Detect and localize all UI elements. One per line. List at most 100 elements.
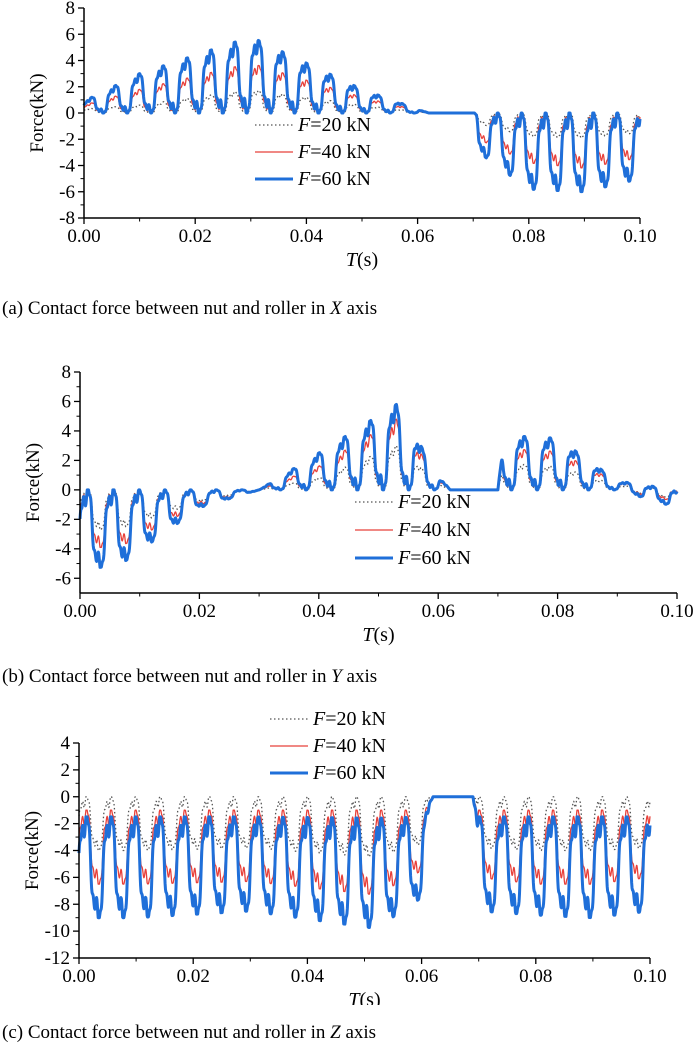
x-axis-label: T(s) xyxy=(348,989,380,1005)
y-tick-label: 4 xyxy=(62,421,72,442)
y-tick-label: 2 xyxy=(66,77,76,98)
caption-b-axis: Y xyxy=(331,666,342,687)
x-axis-label-unit: (s) xyxy=(357,249,378,271)
x-tick-label: 0.02 xyxy=(183,601,216,622)
chart-panel-a: 0.00 0.02 0.04 0.06 0.08 0.10 -8 -6 -4 -2 0 2 4 6 8 For… xyxy=(27,0,657,271)
caption-a-suffix: axis xyxy=(341,298,378,319)
x-axis-label-unit: (s) xyxy=(374,624,395,646)
y-tick-label: 2 xyxy=(62,450,72,471)
x-axis-label-var: T xyxy=(348,989,361,1005)
y-tick-label: -4 xyxy=(55,539,71,560)
y-tick-label: 0 xyxy=(66,103,76,124)
caption-c-prefix: (c) Contact force between nut and roller… xyxy=(2,1022,331,1043)
y-tick-label: 4 xyxy=(61,733,71,754)
series-line-1 xyxy=(78,796,651,858)
y-tick-label: 8 xyxy=(66,0,76,19)
legend-label-rest: =60 kN xyxy=(410,547,471,569)
caption-a-prefix: (a) Contact force between nut and roller… xyxy=(2,298,331,319)
x-axis-label-var: T xyxy=(346,249,359,271)
legend-label-3: F=60 kN xyxy=(397,547,471,569)
x-axis-label-var: T xyxy=(362,624,375,646)
x-tick-label: 0.06 xyxy=(422,601,455,622)
x-tick-label: 0.06 xyxy=(401,226,434,247)
legend-label-var: F xyxy=(312,710,326,730)
caption-a-axis: X xyxy=(330,298,342,319)
y-tick-label: -6 xyxy=(55,568,71,589)
y-tick-label: 8 xyxy=(62,362,72,383)
y-axis-label: Force(kN) xyxy=(23,443,44,522)
x-tick-label: 0.10 xyxy=(623,226,656,247)
series-line-2 xyxy=(78,796,651,895)
y-tick-label: -2 xyxy=(55,509,71,530)
legend-label-var: F xyxy=(397,519,411,541)
legend-label-rest: =20 kN xyxy=(310,114,371,136)
legend-label-rest: =60 kN xyxy=(325,762,386,784)
legend-label-var: F xyxy=(397,491,411,513)
legend-label-rest: =60 kN xyxy=(310,168,371,190)
y-tick-label: -12 xyxy=(45,948,70,969)
x-tick-label: 0.00 xyxy=(67,226,100,247)
legend-label-1: F=20 kN xyxy=(397,491,471,513)
x-tick-label: 0.04 xyxy=(302,601,336,622)
x-tick-label: 0.06 xyxy=(405,966,438,987)
x-tick-label: 0.02 xyxy=(177,966,210,987)
chart-panel-b: 0.00 0.02 0.04 0.06 0.08 0.10 -6 -4 -2 0 2 4 6 8 Force… xyxy=(23,362,694,646)
y-tick-label: 2 xyxy=(61,760,71,781)
caption-c-axis: Z xyxy=(330,1022,341,1043)
x-tick-label: 0.02 xyxy=(179,226,212,247)
x-tick-label: 0.00 xyxy=(63,601,96,622)
x-tick-label: 0.08 xyxy=(519,966,552,987)
caption-b-prefix: (b) Contact force between nut and roller… xyxy=(2,666,332,687)
x-tick-label: 0.04 xyxy=(291,966,325,987)
x-tick-label: 0.10 xyxy=(633,966,666,987)
y-axis-label: Force(kN) xyxy=(22,811,43,890)
legend-label-1: F=20 kN xyxy=(312,710,386,730)
x-tick-label: 0.04 xyxy=(290,226,324,247)
series-line-3 xyxy=(78,402,679,569)
legend-label-rest: =20 kN xyxy=(410,491,471,513)
y-tick-label: 0 xyxy=(61,787,71,808)
y-tick-label: -6 xyxy=(54,867,70,888)
x-axis-label: T(s) xyxy=(346,249,378,271)
legend-label-2: F=40 kN xyxy=(397,519,471,541)
legend-label-var: F xyxy=(312,735,326,757)
y-tick-label: -8 xyxy=(54,894,70,915)
caption-a: (a) Contact force between nut and roller… xyxy=(2,298,377,320)
legend-label-var: F xyxy=(312,762,326,784)
y-tick-label: 4 xyxy=(66,51,76,72)
y-tick-label: -2 xyxy=(59,129,75,150)
series-line-1 xyxy=(79,445,678,531)
series-line-3 xyxy=(82,38,642,194)
legend-label-rest: =20 kN xyxy=(325,710,386,730)
caption-b-suffix: axis xyxy=(341,666,378,687)
series-line-3 xyxy=(77,795,652,930)
legend-label-1: F=20 kN xyxy=(297,114,371,136)
x-tick-label: 0.08 xyxy=(541,601,574,622)
x-axis-label-unit: (s) xyxy=(360,989,381,1005)
legend-label-3: F=60 kN xyxy=(297,168,371,190)
y-tick-label: 6 xyxy=(66,24,76,45)
legend-label-var: F xyxy=(397,547,411,569)
y-tick-label: -8 xyxy=(59,208,75,229)
legend-label-rest: =40 kN xyxy=(410,519,471,541)
y-tick-label: 6 xyxy=(62,391,72,412)
legend-label-2: F=40 kN xyxy=(312,735,386,757)
x-axis-label: T(s) xyxy=(362,624,394,646)
legend-label-rest: =40 kN xyxy=(325,735,386,757)
caption-c: (c) Contact force between nut and roller… xyxy=(2,1022,376,1044)
caption-c-suffix: axis xyxy=(340,1022,377,1043)
caption-b: (b) Contact force between nut and roller… xyxy=(2,666,377,688)
x-tick-label: 0.08 xyxy=(512,226,545,247)
legend-label-2: F=40 kN xyxy=(297,141,371,163)
y-tick-label: -10 xyxy=(45,921,70,942)
chart-panel-c: 0.00 0.02 0.04 0.06 0.08 0.10 -12 -10 -8 -6 -4 -2 0 2… xyxy=(22,710,667,1005)
legend-label-3: F=60 kN xyxy=(312,762,386,784)
legend-label-var: F xyxy=(297,141,311,163)
y-axis-label: Force(kN) xyxy=(27,73,48,152)
x-tick-label: 0.00 xyxy=(62,966,95,987)
y-tick-label: -2 xyxy=(54,814,70,835)
y-tick-label: -6 xyxy=(59,182,75,203)
x-tick-label: 0.10 xyxy=(660,601,693,622)
legend-label-var: F xyxy=(297,114,311,136)
